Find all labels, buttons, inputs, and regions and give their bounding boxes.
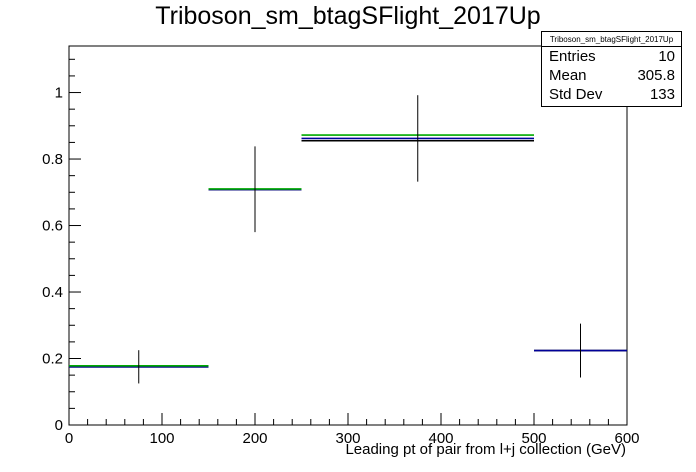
stats-mean-row: Mean 305.8 — [542, 66, 681, 85]
stats-mean-label: Mean — [549, 67, 587, 84]
y-tick-label: 1 — [55, 85, 63, 102]
chart-title: Triboson_sm_btagSFlight_2017Up — [155, 2, 541, 30]
x-tick-label: 200 — [242, 430, 267, 447]
stats-box-title: Triboson_sm_btagSFlight_2017Up — [542, 32, 681, 47]
y-tick-label: 0.8 — [42, 151, 63, 168]
stats-mean-value: 305.8 — [637, 67, 675, 84]
x-tick-label: 0 — [65, 430, 73, 447]
x-tick-label: 600 — [614, 430, 639, 447]
x-tick-label: 500 — [521, 430, 546, 447]
x-tick-label: 300 — [335, 430, 360, 447]
x-tick-label: 100 — [149, 430, 174, 447]
x-axis-label: Leading pt of pair from l+j collection (… — [345, 441, 626, 458]
y-tick-label: 0 — [55, 417, 63, 434]
y-tick-label: 0.6 — [42, 218, 63, 235]
x-tick-label: 400 — [428, 430, 453, 447]
stats-stddev-row: Std Dev 133 — [542, 85, 681, 104]
y-tick-label: 0.2 — [42, 351, 63, 368]
stats-entries-label: Entries — [549, 48, 596, 65]
stats-entries-value: 10 — [658, 48, 675, 65]
stats-entries-row: Entries 10 — [542, 47, 681, 66]
stats-stddev-label: Std Dev — [549, 86, 603, 103]
stats-stddev-value: 133 — [649, 86, 675, 103]
y-tick-label: 0.4 — [42, 284, 63, 301]
stats-box: Triboson_sm_btagSFlight_2017Up Entries 1… — [541, 31, 682, 107]
